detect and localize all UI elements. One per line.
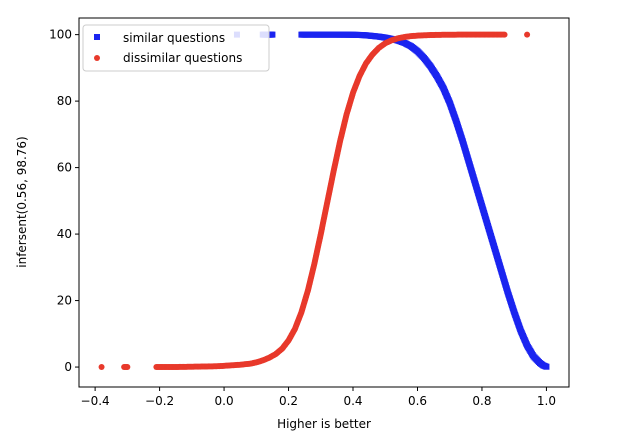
- x-tick-label: 0.0: [215, 394, 234, 408]
- x-tick-label: 0.2: [279, 394, 298, 408]
- data-point: [543, 363, 550, 370]
- series-dissimilar: [98, 31, 531, 371]
- y-axis-label: infersent(0.56, 98.76): [15, 136, 29, 268]
- y-tick-label: 60: [57, 161, 72, 175]
- series-layer: [98, 31, 550, 371]
- x-tick-label: 0.6: [408, 394, 427, 408]
- x-axis-label: Higher is better: [277, 417, 371, 431]
- x-axis: −0.4 −0.2 0.0 0.2 0.4 0.6 0.8 1.0: [81, 387, 556, 408]
- data-point: [501, 31, 508, 38]
- y-tick-label: 40: [57, 227, 72, 241]
- legend-label-similar: similar questions: [123, 31, 225, 45]
- plot-frame: [78, 17, 570, 388]
- legend-label-dissimilar: dissimilar questions: [123, 51, 242, 65]
- legend-marker-dissimilar: [94, 55, 100, 61]
- data-point: [269, 31, 276, 38]
- y-axis: 0 20 40 60 80 100: [49, 28, 79, 374]
- x-tick-label: −0.2: [145, 394, 174, 408]
- legend-marker-similar: [94, 34, 100, 40]
- y-tick-label: 20: [57, 294, 72, 308]
- data-point: [98, 364, 105, 371]
- y-tick-label: 100: [49, 28, 72, 42]
- x-tick-label: 1.0: [537, 394, 556, 408]
- data-point: [124, 364, 131, 371]
- x-tick-label: −0.4: [81, 394, 110, 408]
- legend-box: [82, 24, 270, 72]
- y-tick-label: 0: [64, 360, 72, 374]
- data-point: [524, 31, 531, 38]
- legend: similar questions dissimilar questions: [82, 24, 270, 72]
- x-tick-label: 0.4: [343, 394, 362, 408]
- series-similar: [233, 31, 550, 370]
- y-tick-label: 80: [57, 94, 72, 108]
- x-tick-label: 0.8: [472, 394, 491, 408]
